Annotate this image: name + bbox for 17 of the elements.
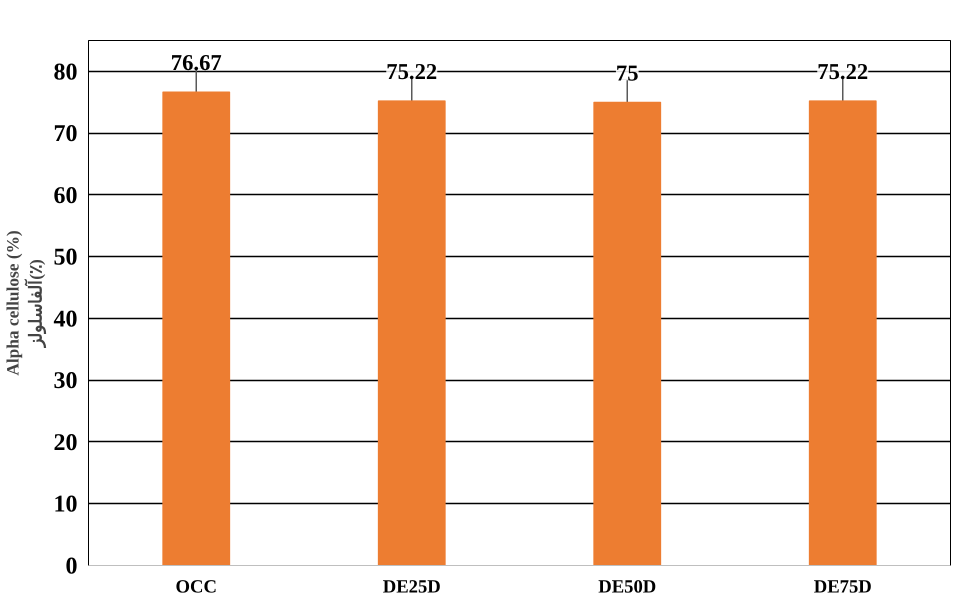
y-tick-label: 10 bbox=[54, 492, 78, 518]
y-tick-label: 20 bbox=[54, 430, 78, 456]
data-label: 75 bbox=[616, 60, 639, 86]
data-label: 76.67 bbox=[170, 50, 222, 75]
x-tick-label: DE25D bbox=[382, 576, 441, 598]
y-tick-label: 40 bbox=[54, 306, 78, 332]
x-tick-label: DE50D bbox=[598, 576, 656, 598]
data-label: 75.22 bbox=[817, 58, 868, 84]
y-tick-label: 60 bbox=[54, 182, 78, 209]
x-tick-label: DE75D bbox=[814, 576, 872, 598]
y-tick-label: 0 bbox=[66, 554, 78, 580]
y-tick-label: 30 bbox=[54, 368, 78, 394]
y-tick-label: 50 bbox=[54, 244, 78, 271]
x-tick-label: OCC bbox=[176, 576, 217, 598]
data-label: 75.22 bbox=[386, 58, 438, 84]
y-tick-label: 70 bbox=[54, 121, 78, 148]
y-tick-label: 80 bbox=[54, 59, 78, 86]
